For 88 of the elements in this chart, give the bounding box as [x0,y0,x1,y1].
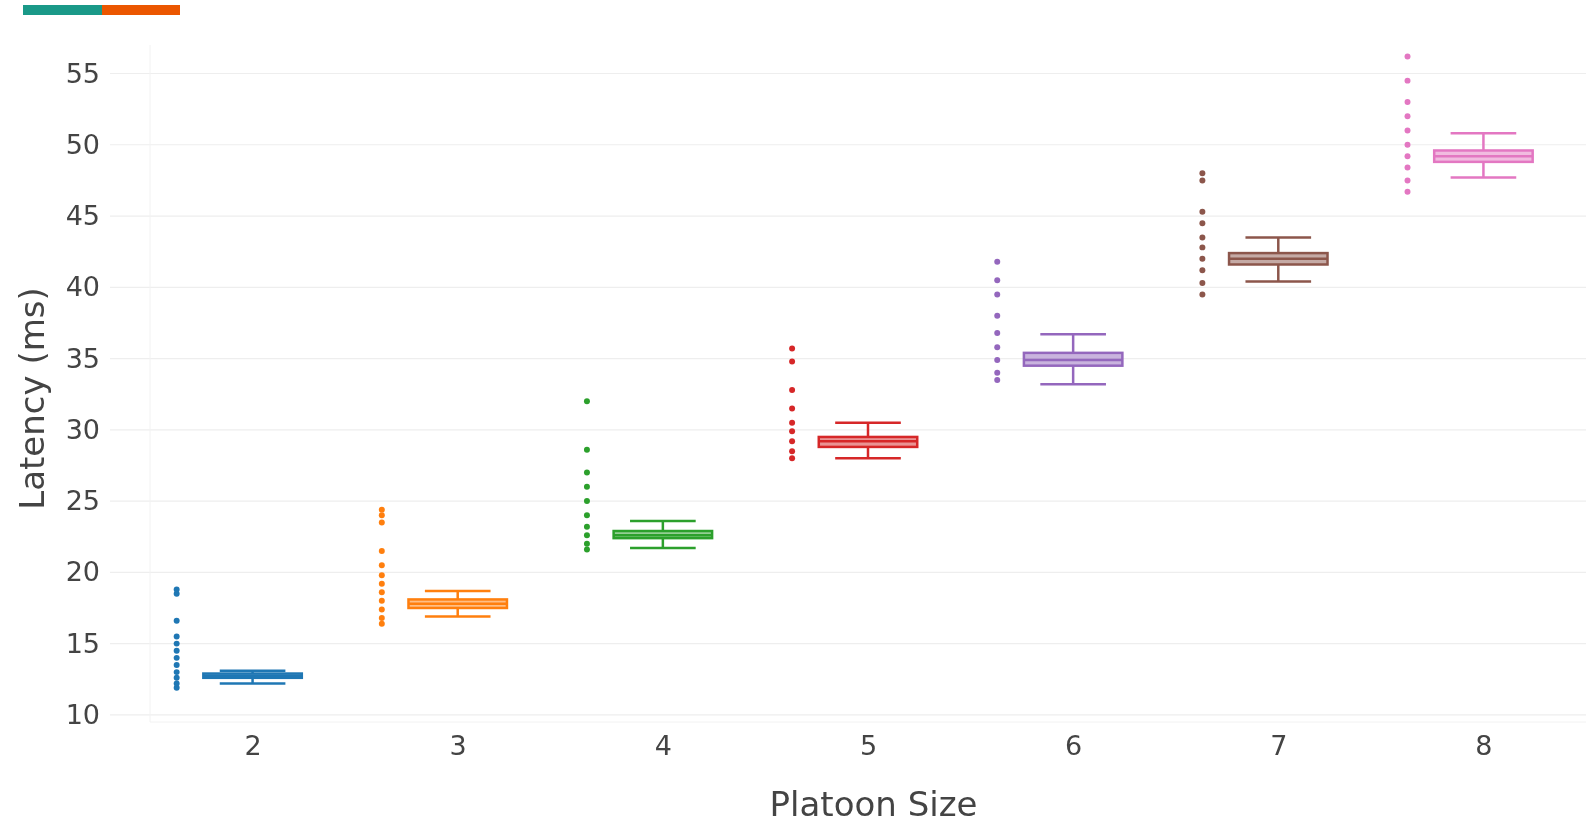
point [1199,267,1206,274]
point [583,469,590,476]
point [1199,220,1206,227]
point [583,532,590,539]
point [583,398,590,405]
x-tick-label: 4 [654,730,672,762]
x-tick-label: 5 [859,730,878,762]
point [173,674,180,681]
point [1404,188,1411,195]
y-tick-label: 20 [65,556,100,588]
point [1404,113,1411,120]
point [994,277,1001,284]
point [1404,164,1411,171]
point [378,506,385,513]
point [789,438,796,445]
point [994,258,1001,265]
point [1199,244,1206,251]
point [1199,177,1206,184]
point [583,483,590,490]
point [1199,170,1206,177]
point [1404,153,1411,160]
point [789,428,796,435]
y-tick-label: 55 [65,57,100,89]
point [994,329,1001,336]
point [994,291,1001,298]
point [583,540,590,547]
point [378,547,385,554]
y-tick-label: 25 [65,485,100,517]
point [378,589,385,596]
point [173,669,180,676]
point [1199,280,1206,286]
point [994,312,1001,319]
y-tick-label: 40 [65,271,100,303]
y-tick-label: 35 [65,342,100,374]
point [173,586,180,593]
point [1199,234,1206,241]
y-axis-title: Latency (ms) [12,287,52,510]
point [789,386,796,393]
point [1199,291,1206,298]
point [378,562,385,569]
point [378,614,385,621]
point [173,640,180,647]
point [173,654,180,661]
point [1404,177,1411,184]
point [378,606,385,613]
point [378,572,385,579]
point [583,523,590,530]
point [789,405,796,412]
point [173,617,180,624]
point [173,662,180,668]
point [789,419,796,426]
point [583,512,590,519]
point [378,580,385,587]
point [378,519,385,526]
point [583,446,590,453]
point [994,344,1001,351]
point [789,455,796,462]
point [1404,53,1411,60]
y-tick-label: 50 [65,128,100,160]
point [789,448,796,455]
x-axis-title: Platoon Size [769,784,978,824]
point [378,597,385,604]
point [1199,255,1206,262]
y-tick-label: 30 [65,413,100,445]
point [1404,141,1411,148]
point [173,647,180,654]
x-tick-label: 8 [1475,730,1493,762]
point [994,357,1001,363]
y-tick-label: 15 [65,627,100,659]
point [378,620,385,627]
point [789,345,796,352]
point [994,369,1001,376]
point [1404,77,1411,84]
point [378,512,385,519]
x-tick-label: 7 [1270,730,1288,762]
x-tick-label: 6 [1065,730,1083,762]
x-tick-label: 2 [244,730,262,762]
y-tick-label: 45 [65,200,100,232]
point [994,376,1001,383]
point [173,633,180,640]
x-tick-label: 3 [449,730,467,762]
point [789,358,796,365]
y-tick-label: 10 [65,699,100,731]
point [583,498,590,505]
point [583,546,590,553]
point [1404,99,1411,105]
point [1199,208,1206,215]
point [173,680,180,687]
